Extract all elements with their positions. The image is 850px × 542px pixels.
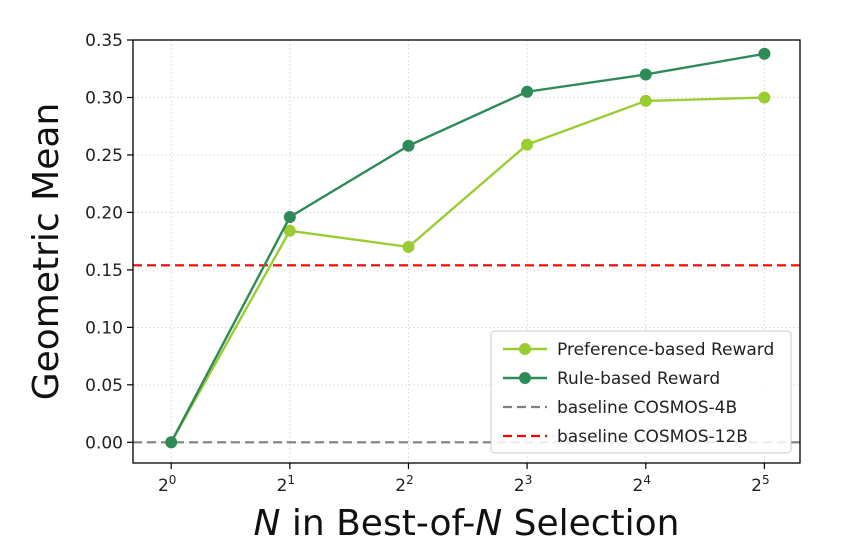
legend-label: baseline COSMOS-12B: [557, 427, 748, 447]
x-tick-exponent: 5: [762, 473, 770, 487]
y-tick-label: 0.05: [85, 376, 123, 396]
data-point: [402, 240, 415, 253]
plot-frame: [132, 39, 801, 464]
y-tick-label: 0.15: [85, 261, 123, 281]
legend-label: baseline COSMOS-4B: [557, 398, 737, 418]
x-tick-exponent: 0: [169, 473, 177, 487]
x-tick-label: 23: [514, 473, 532, 496]
series-line: [170, 52, 765, 443]
data-point: [165, 436, 178, 449]
y-axis-label: Geometric Mean: [26, 103, 67, 401]
legend: Preference-based Reward Rule-based Reward…: [490, 330, 792, 454]
x-tick-exponent: 2: [406, 473, 414, 487]
x-tick-exponent: 4: [643, 473, 651, 487]
x-tick-exponent: 1: [287, 473, 295, 487]
series-line: [170, 96, 765, 443]
x-tick-label: 20: [158, 473, 176, 496]
x-tick-base: 2: [514, 476, 525, 496]
y-tick-label: 0.35: [85, 31, 123, 51]
x-tick-base: 2: [751, 476, 762, 496]
x-tick-base: 2: [395, 476, 406, 496]
x-tick-label: 21: [277, 473, 295, 496]
data-point: [283, 211, 296, 224]
x-tick-base: 2: [158, 476, 169, 496]
x-axis-label: N in Best-of-N Selection: [253, 503, 679, 542]
data-point: [639, 94, 652, 107]
x-axis-label-end: Selection: [502, 503, 679, 542]
x-axis-label-n2: N: [475, 503, 502, 542]
x-tick-label: 24: [633, 473, 651, 496]
data-point: [521, 85, 534, 98]
x-axis-ticks: 20 21 22 23 24 25: [158, 463, 770, 496]
data-point: [283, 224, 296, 237]
y-tick-label: 0.30: [85, 88, 123, 108]
x-tick-exponent: 3: [525, 473, 533, 487]
legend-box: [490, 330, 792, 454]
data-point: [521, 138, 534, 151]
x-axis-label-n: N: [253, 503, 280, 542]
x-axis-label-middle: in Best-of-: [280, 503, 475, 542]
legend-label: Preference-based Reward: [557, 340, 774, 360]
y-tick-label: 0.00: [85, 433, 123, 453]
x-tick-base: 2: [277, 476, 288, 496]
legend-marker: [519, 372, 531, 384]
y-tick-label: 0.25: [85, 146, 123, 166]
legend-label: Rule-based Reward: [557, 369, 720, 389]
data-point: [402, 139, 415, 152]
series-lines: [165, 47, 771, 449]
y-tick-label: 0.10: [85, 318, 123, 338]
legend-marker: [519, 343, 531, 355]
y-axis-ticks: 0.00 0.05 0.10 0.15 0.20 0.25 0.30 0.35: [85, 31, 133, 453]
x-tick-label: 25: [751, 473, 769, 496]
y-tick-label: 0.20: [85, 203, 123, 223]
x-tick-label: 22: [395, 473, 413, 496]
data-point: [639, 68, 652, 81]
data-point: [758, 91, 771, 104]
x-tick-base: 2: [633, 476, 644, 496]
data-point: [758, 47, 771, 60]
